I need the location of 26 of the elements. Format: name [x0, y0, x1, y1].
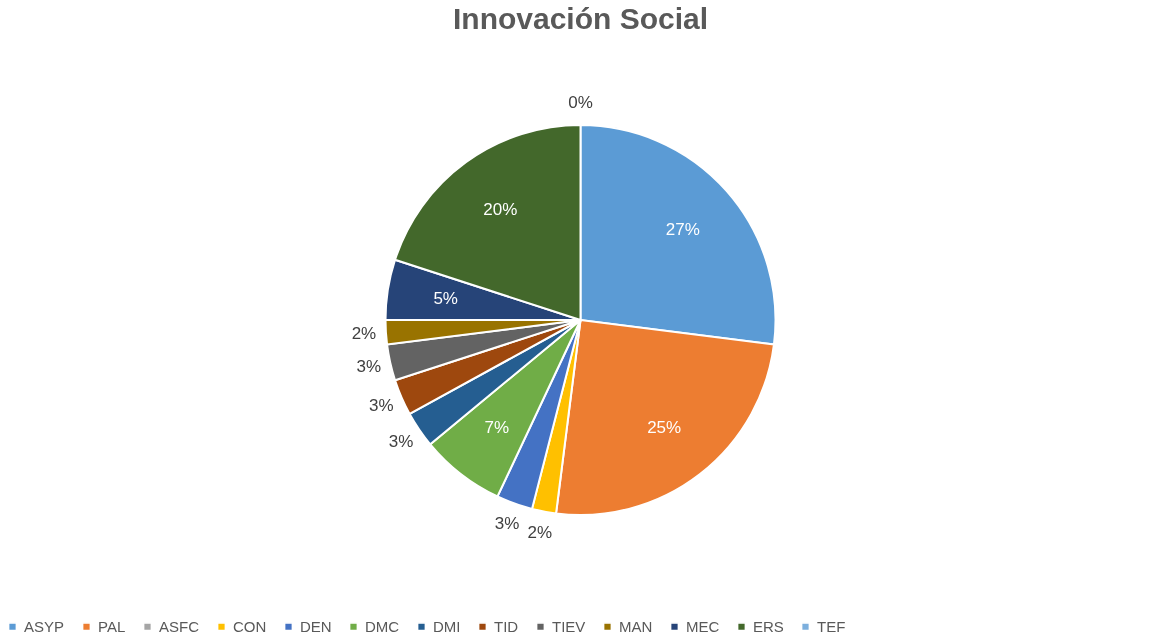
legend-label: MEC [686, 617, 720, 635]
legend-label: CON [233, 617, 267, 635]
legend-label: DMC [365, 617, 400, 635]
legend-label: ASYP [24, 617, 65, 635]
data-label: 20% [483, 199, 518, 219]
legend-label: TEF [817, 617, 846, 635]
legend-label: ASFC [159, 617, 200, 635]
legend-label: TIEV [552, 617, 586, 635]
data-label: 25% [647, 417, 682, 437]
data-label: 3% [369, 396, 394, 416]
legend-label: PAL [98, 617, 126, 635]
data-label: 2% [527, 523, 553, 543]
legend-label: TID [494, 617, 519, 635]
chart-title: Innovación Social [452, 2, 709, 35]
data-label: 3% [356, 357, 382, 377]
legend-label: ERS [753, 617, 784, 635]
legend-label: MAN [619, 617, 653, 635]
data-label: 5% [433, 288, 458, 308]
data-label: 2% [351, 323, 377, 343]
data-label: 7% [484, 417, 510, 437]
legend-label: DEN [300, 617, 332, 635]
data-label: 3% [494, 514, 520, 534]
data-label: 3% [388, 431, 414, 451]
text: 0% [568, 93, 593, 112]
legend-label: DMI [433, 617, 461, 635]
data-label: 27% [665, 219, 700, 239]
